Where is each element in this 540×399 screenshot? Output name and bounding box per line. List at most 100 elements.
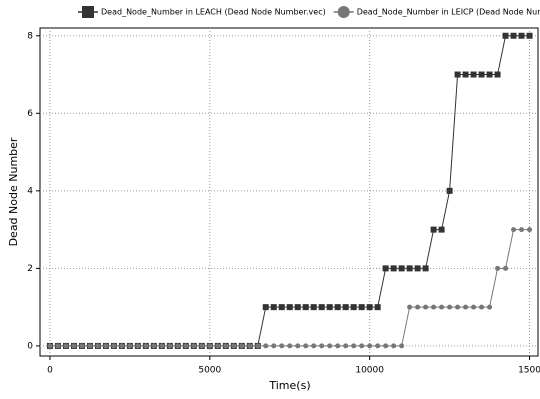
marker <box>478 71 485 78</box>
marker <box>471 304 477 310</box>
marker <box>518 32 525 39</box>
marker <box>383 343 389 349</box>
x-tick-label: 0 <box>47 366 53 376</box>
marker <box>183 343 189 349</box>
marker <box>463 304 469 310</box>
marker <box>95 343 101 349</box>
marker <box>502 32 509 39</box>
marker <box>439 304 445 310</box>
marker <box>326 304 333 311</box>
marker <box>327 343 333 349</box>
marker <box>510 32 517 39</box>
marker <box>127 343 133 349</box>
marker <box>270 304 277 311</box>
marker <box>367 343 373 349</box>
marker <box>295 343 301 349</box>
plot-frame <box>39 27 539 357</box>
marker <box>486 71 493 78</box>
marker <box>262 304 269 311</box>
marker <box>167 343 173 349</box>
marker <box>279 343 285 349</box>
marker <box>495 265 501 271</box>
marker <box>359 343 365 349</box>
marker <box>319 343 325 349</box>
marker <box>503 265 509 271</box>
y-tick-label: 4 <box>27 186 33 196</box>
marker <box>271 343 277 349</box>
legend-marker <box>82 6 94 18</box>
marker <box>366 304 373 311</box>
marker <box>318 304 325 311</box>
marker <box>391 343 397 349</box>
marker <box>255 343 261 349</box>
marker <box>294 304 301 311</box>
marker <box>431 304 437 310</box>
marker <box>382 265 389 272</box>
marker <box>470 71 477 78</box>
legend-marker <box>337 6 350 18</box>
marker <box>103 343 109 349</box>
marker <box>310 304 317 311</box>
marker <box>71 343 77 349</box>
marker <box>351 343 357 349</box>
marker <box>422 265 429 272</box>
marker <box>247 343 253 349</box>
legend-label: Dead_Node_Number in LEACH (Dead Node Num… <box>101 8 326 17</box>
marker <box>119 343 125 349</box>
marker <box>438 226 445 233</box>
marker <box>311 343 317 349</box>
marker <box>479 304 485 310</box>
marker <box>215 343 221 349</box>
marker <box>526 32 533 39</box>
marker <box>151 343 157 349</box>
marker <box>343 343 349 349</box>
marker <box>143 343 149 349</box>
marker <box>415 304 421 310</box>
marker <box>374 304 381 311</box>
marker <box>511 227 517 233</box>
marker <box>494 71 501 78</box>
marker <box>527 227 533 233</box>
marker <box>335 343 341 349</box>
marker <box>79 343 85 349</box>
marker <box>334 304 341 311</box>
marker <box>398 265 405 272</box>
marker <box>263 343 269 349</box>
marker <box>399 343 405 349</box>
marker <box>446 187 453 194</box>
marker <box>175 343 181 349</box>
marker <box>430 226 437 233</box>
marker <box>350 304 357 311</box>
marker <box>231 343 237 349</box>
marker <box>303 343 309 349</box>
marker <box>223 343 229 349</box>
marker <box>342 304 349 311</box>
marker <box>135 343 141 349</box>
marker <box>286 304 293 311</box>
marker <box>55 343 61 349</box>
marker <box>414 265 421 272</box>
marker <box>287 343 293 349</box>
legend-label: Dead_Node_Number in LEICP (Dead Node Num… <box>357 8 540 17</box>
marker <box>199 343 205 349</box>
marker <box>278 304 285 311</box>
marker <box>423 304 429 310</box>
marker <box>487 304 493 310</box>
marker <box>519 227 525 233</box>
marker <box>159 343 165 349</box>
marker <box>191 343 197 349</box>
y-axis-label: Dead Node Number <box>7 137 20 246</box>
marker <box>302 304 309 311</box>
y-tick-label: 6 <box>27 109 33 119</box>
y-tick-label: 0 <box>27 341 33 351</box>
y-tick-label: 2 <box>27 264 33 274</box>
marker <box>111 343 117 349</box>
marker <box>455 304 461 310</box>
marker <box>406 265 413 272</box>
marker <box>454 71 461 78</box>
marker <box>390 265 397 272</box>
marker <box>462 71 469 78</box>
marker <box>239 343 245 349</box>
